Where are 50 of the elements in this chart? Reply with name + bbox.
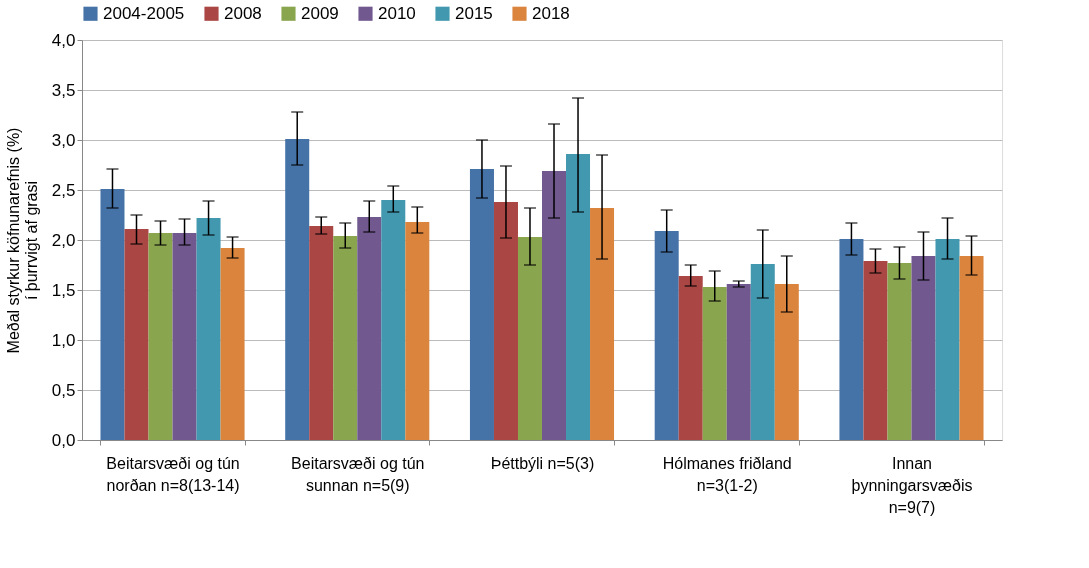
y-tick-label: 0,5 xyxy=(51,380,76,400)
bar xyxy=(405,222,430,440)
bar xyxy=(333,236,358,440)
bar xyxy=(381,200,406,440)
bar xyxy=(517,237,542,440)
x-tick-label: Beitarsvæði og tún norðan n=8(13-14) xyxy=(106,454,240,494)
bar xyxy=(590,208,615,440)
x-tick-label: Þéttbýli n=5(3) xyxy=(490,454,595,472)
bar xyxy=(935,239,960,440)
legend-label: 2010 xyxy=(378,3,416,23)
bar xyxy=(839,239,864,440)
bar xyxy=(887,263,912,440)
bar xyxy=(654,231,679,440)
bar xyxy=(172,233,197,440)
y-tick-label: 3,0 xyxy=(51,130,76,150)
bar xyxy=(469,169,494,440)
legend-label: 2015 xyxy=(455,3,493,23)
bar xyxy=(959,256,984,440)
y-tick-label: 2,0 xyxy=(51,230,76,250)
bar xyxy=(196,218,221,440)
bar xyxy=(357,217,382,440)
x-tick-label: Innan þynningarsvæðis n=9(7) xyxy=(851,454,973,516)
y-axis-title: Meðal styrkur köfnunarefnis (%) í þurrvigt af grasi xyxy=(4,127,40,354)
bar xyxy=(750,264,775,440)
bar xyxy=(148,233,173,440)
x-tick-label: Beitarsvæði og tún sunnan n=5(9) xyxy=(291,454,425,494)
bar xyxy=(702,287,727,440)
legend-label: 2008 xyxy=(224,3,262,23)
bar xyxy=(566,154,591,440)
y-tick-label: 1,0 xyxy=(51,330,76,350)
y-tick-label: 3,5 xyxy=(51,80,76,100)
bar xyxy=(493,202,518,440)
legend-label: 2004-2005 xyxy=(103,3,185,23)
bar xyxy=(124,229,149,440)
bar xyxy=(863,261,888,440)
bar xyxy=(911,256,936,440)
bar xyxy=(678,276,703,440)
y-tick-label: 0,0 xyxy=(51,430,76,450)
legend-label: 2009 xyxy=(301,3,339,23)
bar xyxy=(100,189,125,440)
bar xyxy=(285,139,310,440)
bar xyxy=(774,284,799,440)
bar xyxy=(309,226,334,440)
y-tick-label: 2,5 xyxy=(51,180,76,200)
bar xyxy=(220,248,245,440)
legend-label: 2018 xyxy=(532,3,570,23)
bar xyxy=(542,171,567,440)
x-tick-label: Hólmanes friðland n=3(1-2) xyxy=(662,454,792,494)
y-tick-label: 1,5 xyxy=(51,280,76,300)
y-tick-label: 4,0 xyxy=(51,30,76,50)
